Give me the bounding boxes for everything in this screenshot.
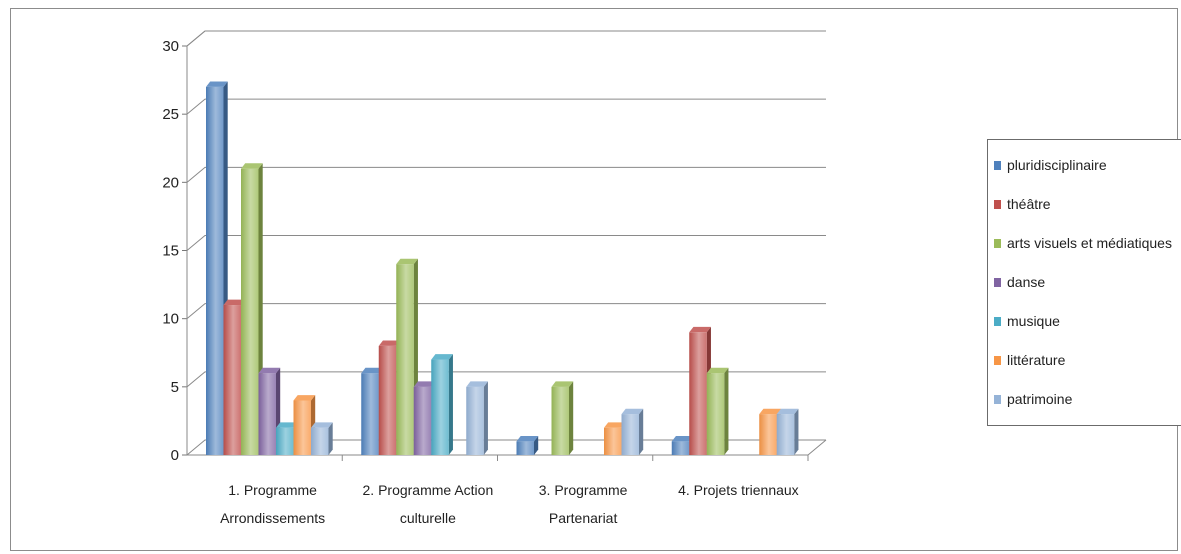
bar [466, 381, 488, 455]
y-tick-labels: 0 5 10 15 20 25 30 [162, 38, 179, 464]
y-tick-label: 15 [162, 243, 179, 260]
gridline [186, 235, 826, 251]
y-tick-label: 5 [171, 379, 179, 396]
y-tick-label: 20 [162, 174, 179, 191]
legend-item: pluridisciplinaire [994, 155, 1107, 175]
bar [551, 381, 574, 455]
legend-swatch [994, 238, 1001, 248]
y-tick-label: 25 [162, 106, 179, 123]
legend-label: arts visuels et médiatiques [1007, 235, 1172, 251]
bar [776, 408, 799, 455]
legend-label: danse [1007, 274, 1046, 290]
category-label: 4. Projets triennaux [678, 482, 799, 498]
legend-item: musique [994, 311, 1060, 331]
bar [706, 367, 729, 455]
category-label: 1. Programme [228, 482, 317, 498]
category-label: Arrondissements [220, 510, 325, 526]
y-axis-wall [186, 30, 206, 455]
legend-label: pluridisciplinaire [1007, 157, 1107, 173]
legend-swatch [994, 277, 1001, 287]
legend-label: théâtre [1007, 196, 1051, 212]
gridlines [186, 30, 826, 388]
legend-item: théâtre [994, 194, 1051, 214]
legend-swatch [994, 316, 1001, 326]
bar [431, 354, 453, 455]
category-label: 2. Programme Action [363, 482, 494, 498]
bar [311, 422, 333, 455]
gridline [186, 166, 826, 183]
y-tick-label: 0 [171, 447, 179, 464]
legend-item: arts visuels et médiatiques [994, 233, 1172, 253]
y-tick-label: 30 [162, 38, 179, 55]
legend-item: patrimoine [994, 389, 1072, 409]
legend-swatch [994, 160, 1001, 170]
legend-item: littérature [994, 350, 1065, 370]
legend: pluridisciplinaire théâtre arts visuels et… [987, 139, 1181, 426]
gridline [186, 30, 826, 47]
legend-swatch [994, 355, 1001, 365]
bars [206, 81, 799, 456]
bar [516, 435, 539, 455]
gridline [186, 371, 826, 388]
bar [621, 408, 644, 455]
chart-frame [10, 8, 1178, 551]
gridline [186, 303, 826, 320]
category-label: culturelle [400, 510, 456, 526]
legend-swatch [994, 394, 1001, 404]
category-labels: 1. Programme Arrondissements 2. Programme … [220, 482, 799, 526]
y-tick-label: 10 [162, 311, 179, 328]
category-label: Partenariat [549, 510, 618, 526]
gridline [186, 98, 826, 115]
category-label: 3. Programme [539, 482, 628, 498]
legend-label: musique [1007, 313, 1060, 329]
legend-swatch [994, 199, 1001, 209]
legend-label: littérature [1007, 352, 1066, 368]
legend-label: patrimoine [1007, 391, 1073, 407]
legend-item: danse [994, 272, 1045, 292]
